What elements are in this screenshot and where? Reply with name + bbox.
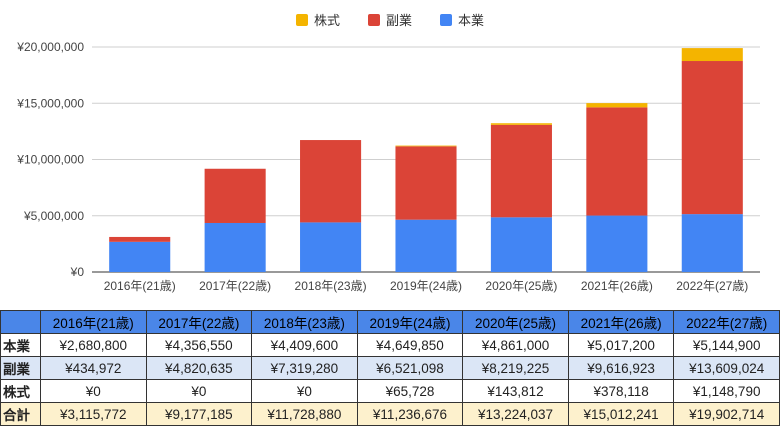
legend-swatch-side — [367, 13, 380, 26]
legend-item-stock: 株式 — [295, 10, 340, 29]
table-cell: ¥434,972 — [40, 356, 147, 380]
bar-segment — [490, 217, 552, 272]
bar-segment — [586, 103, 648, 108]
table-cell: ¥13,609,024 — [673, 356, 780, 380]
table-row-side: 副業 ¥434,972 ¥4,820,635 ¥7,319,280 ¥6,521… — [0, 356, 780, 380]
table-cell: ¥7,319,280 — [251, 356, 358, 380]
table-cell: ¥8,219,225 — [462, 356, 569, 380]
table-cell: ¥9,616,923 — [567, 356, 675, 380]
bar-segment — [300, 140, 362, 223]
x-tick-label: 2016年(21歳) — [104, 279, 176, 293]
income-table: 2016年(21歳) 2017年(22歳) 2018年(23歳) 2019年(2… — [0, 310, 780, 426]
bar-segment — [681, 214, 743, 272]
table-header-year: 2022年(27歳) — [673, 310, 780, 334]
legend-item-side: 副業 — [367, 10, 412, 29]
bar-segment — [204, 168, 266, 223]
table-cell: ¥65,728 — [356, 379, 464, 403]
bar-segment — [490, 124, 552, 218]
table-cell: ¥4,649,850 — [356, 333, 464, 357]
y-tick-label: ¥15,000,000 — [16, 96, 84, 110]
x-tick-label: 2019年(24歳) — [390, 279, 462, 293]
bar-segment — [586, 107, 648, 216]
table-cell: ¥19,902,714 — [673, 402, 780, 426]
table-cell: ¥11,236,676 — [356, 402, 464, 426]
table-header-year: 2020年(25歳) — [462, 310, 569, 334]
legend-swatch-main — [440, 13, 452, 26]
table-header-year: 2019年(24歳) — [356, 310, 464, 334]
table-cell: ¥6,521,098 — [356, 356, 464, 380]
table-cell: ¥4,820,635 — [145, 356, 253, 380]
table-cell: ¥0 — [40, 379, 147, 403]
bar-segment — [109, 241, 171, 272]
bar-segment — [395, 146, 457, 220]
table-header-year: 2021年(26歳) — [567, 310, 675, 334]
y-tick-label: ¥5,000,000 — [23, 209, 84, 223]
row-label: 本業 — [0, 333, 41, 357]
legend-item-main: 本業 — [440, 10, 484, 29]
table-cell: ¥11,728,880 — [251, 402, 358, 426]
x-tick-label: 2018年(23歳) — [295, 279, 367, 293]
table-header-corner — [0, 310, 41, 334]
bar-segment — [395, 219, 457, 272]
bar-segment — [681, 48, 743, 62]
x-tick-label: 2020年(25歳) — [485, 279, 557, 293]
table-cell: ¥2,680,800 — [40, 333, 147, 357]
bar-segment — [300, 222, 362, 272]
stacked-bar-chart: ¥0 ¥5,000,000 ¥10,000,000 ¥15,000,000 ¥20,00… — [16, 40, 760, 293]
legend-label-side: 副業 — [385, 13, 412, 28]
table-cell: ¥4,409,600 — [251, 333, 358, 357]
legend-label-main: 本業 — [458, 13, 485, 28]
table-row-total: 合計 ¥3,115,772 ¥9,177,185 ¥11,728,880 ¥11… — [0, 402, 780, 426]
chart-legend: 株式 副業 本業 — [0, 10, 780, 29]
table-header-row: 2016年(21歳) 2017年(22歳) 2018年(23歳) 2019年(2… — [0, 310, 780, 334]
x-tick-label: 2021年(26歳) — [581, 279, 653, 293]
row-label: 副業 — [0, 356, 41, 380]
bar-segment — [395, 145, 457, 147]
y-tick-label: ¥0 — [70, 265, 85, 279]
bar-segment — [490, 123, 552, 125]
row-label: 合計 — [0, 402, 41, 426]
y-tick-label: ¥20,000,000 — [16, 40, 84, 54]
table-cell: ¥15,012,241 — [567, 402, 675, 426]
table-row-main: 本業 ¥2,680,800 ¥4,356,550 ¥4,409,600 ¥4,6… — [0, 333, 780, 357]
x-tick-label: 2022年(27歳) — [676, 279, 748, 293]
legend-label-stock: 株式 — [313, 13, 340, 28]
table-cell: ¥5,017,200 — [567, 333, 675, 357]
table-cell: ¥143,812 — [462, 379, 569, 403]
table-cell: ¥5,144,900 — [673, 333, 780, 357]
table-header-year: 2017年(22歳) — [145, 310, 253, 334]
table-cell: ¥1,148,790 — [673, 379, 780, 403]
row-label: 株式 — [0, 379, 41, 403]
table-header-year: 2016年(21歳) — [40, 310, 147, 334]
legend-swatch-stock — [295, 13, 308, 26]
table-cell: ¥4,861,000 — [462, 333, 569, 357]
table-row-stock: 株式 ¥0 ¥0 ¥0 ¥65,728 ¥143,812 ¥378,118 ¥1… — [0, 379, 780, 403]
y-tick-label: ¥10,000,000 — [16, 153, 84, 167]
x-tick-label: 2017年(22歳) — [199, 279, 271, 293]
table-cell: ¥9,177,185 — [145, 402, 253, 426]
table-cell: ¥0 — [251, 379, 358, 403]
bar-segment — [109, 236, 171, 242]
bar-segment — [681, 61, 743, 215]
table-cell: ¥3,115,772 — [40, 402, 147, 426]
table-cell: ¥378,118 — [567, 379, 675, 403]
table-header-year: 2018年(23歳) — [251, 310, 358, 334]
table-cell: ¥4,356,550 — [145, 333, 253, 357]
table-cell: ¥13,224,037 — [462, 402, 569, 426]
bar-segment — [586, 215, 648, 272]
table-cell: ¥0 — [145, 379, 253, 403]
bar-segment — [204, 222, 266, 272]
